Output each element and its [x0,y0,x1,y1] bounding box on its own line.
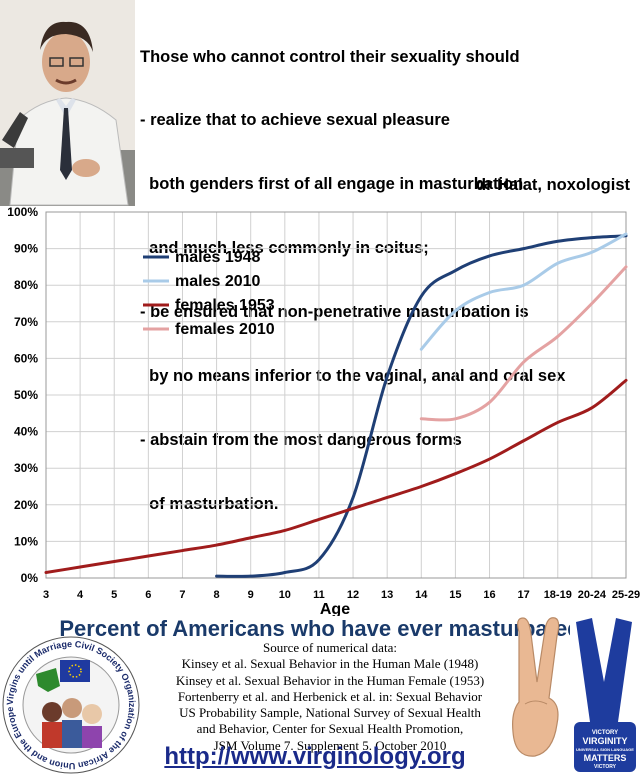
line-chart: 0% 10% 20% 30% 40% 50% 60% 70% 80% 90% 100% 3 4 5 6 7 8… [7,206,640,616]
x-tick-label: 6 [145,589,151,601]
source-line: Kinsey et al. Sexual Behavior in the Hum… [181,656,479,672]
series-line-females-2010 [419,265,628,422]
x-tick-label: 14 [415,589,428,601]
source-line: Source of numerical data: [263,640,397,655]
badge-word: VIRGINITY [582,736,627,746]
badge-word: UNIVERSAL SIGN LANGUAGE [576,747,634,752]
source-line: and Behavior, Center for Sexual Health P… [196,721,464,737]
legend-label: females 1953 [175,297,275,314]
x-tick-label: 25-29 [612,589,640,601]
y-tick-label: 0% [21,571,39,585]
y-tick-label: 40% [14,425,38,439]
quote-line: - abstain from the most dangerous forms [140,430,462,449]
y-tick-label: 10% [14,534,38,548]
x-tick-label: 3 [43,589,49,601]
quote-author: dr Halat, noxologist [475,176,630,194]
series-line-females-1953 [44,378,628,575]
badge-word: VICTORY [594,764,617,770]
quote-line: - realize that to achieve sexual pleasur… [140,111,450,130]
virginity-matters-badge: VICTORY VIRGINITY UNIVERSAL SIGN LANGUAG… [570,612,640,776]
x-axis-label: Age [320,601,350,616]
x-tick-label: 16 [483,589,495,601]
y-tick-label: 50% [14,388,38,402]
x-tick-label: 15 [449,589,461,601]
chart-legend: males 1948 males 2010 females 1953 females … [143,249,275,338]
badge-word: VICTORY [592,730,618,736]
quote-line: Those who cannot control their sexuality… [140,47,520,66]
x-tick-label: 5 [111,589,117,601]
quote-line: by no means inferior to the vaginal, ana… [140,367,566,386]
quote-line: both genders first of all engage in mast… [140,175,524,194]
chart-gridlines [45,211,627,579]
chart-title: Percent of Americans who have ever mastu… [59,616,581,641]
x-tick-label: 12 [347,589,359,601]
chart-series [44,232,628,578]
x-tick-label: 4 [77,589,84,601]
legend-label: males 1948 [175,249,261,266]
source-line: Kinsey et al. Sexual Behavior in the Hum… [175,672,485,688]
header: Those who cannot control their sexuality… [0,0,640,513]
y-tick-label: 70% [14,315,38,329]
series-line-males-2010 [419,232,628,351]
y-tick-label: 30% [14,461,38,475]
series-line-males-1948 [215,234,628,578]
y-tick-label: 80% [14,278,38,292]
x-tick-label: 9 [248,589,254,601]
source-citation: Source of numerical data: Kinsey et al. … [140,640,520,754]
legend-label: males 2010 [175,273,261,290]
x-tick-label: 8 [214,589,220,601]
y-tick-label: 90% [14,242,38,256]
legend-label: females 2010 [175,321,275,338]
quote-text: Those who cannot control their sexuality… [140,4,636,558]
x-tick-label: 17 [518,589,530,601]
badge-word: MATTERS [584,753,627,763]
x-tick-label: 20-24 [578,589,607,601]
y-tick-label: 60% [14,351,38,365]
x-tick-label: 18-19 [544,589,572,601]
x-axis-ticks: 3 4 5 6 7 8 9 10 11 12 13 14 15 16 17 18-19 20-24 25-29 [43,589,640,601]
source-line: JSM Volume 7. Supplement 5. October 2010 [213,737,447,753]
y-axis-ticks: 0% 10% 20% 30% 40% 50% 60% 70% 80% 90% 100% [7,206,38,585]
portrait-photo [0,0,135,206]
y-tick-label: 100% [7,206,38,219]
website-link[interactable]: http://www.virginology.org [164,743,466,770]
organization-logo: Virgins until Marriage Civil Society Org… [0,634,140,774]
x-tick-label: 11 [313,589,325,601]
source-line: Fortenberry et al. and Herbenick et al. … [177,688,483,704]
plot-area-border [45,211,627,579]
victory-hand-image [512,617,560,757]
source-line: US Probability Sample, National Survey o… [179,705,481,721]
x-tick-label: 13 [381,589,393,601]
x-tick-label: 7 [179,589,185,601]
y-tick-label: 20% [14,498,38,512]
x-tick-label: 10 [279,589,291,601]
